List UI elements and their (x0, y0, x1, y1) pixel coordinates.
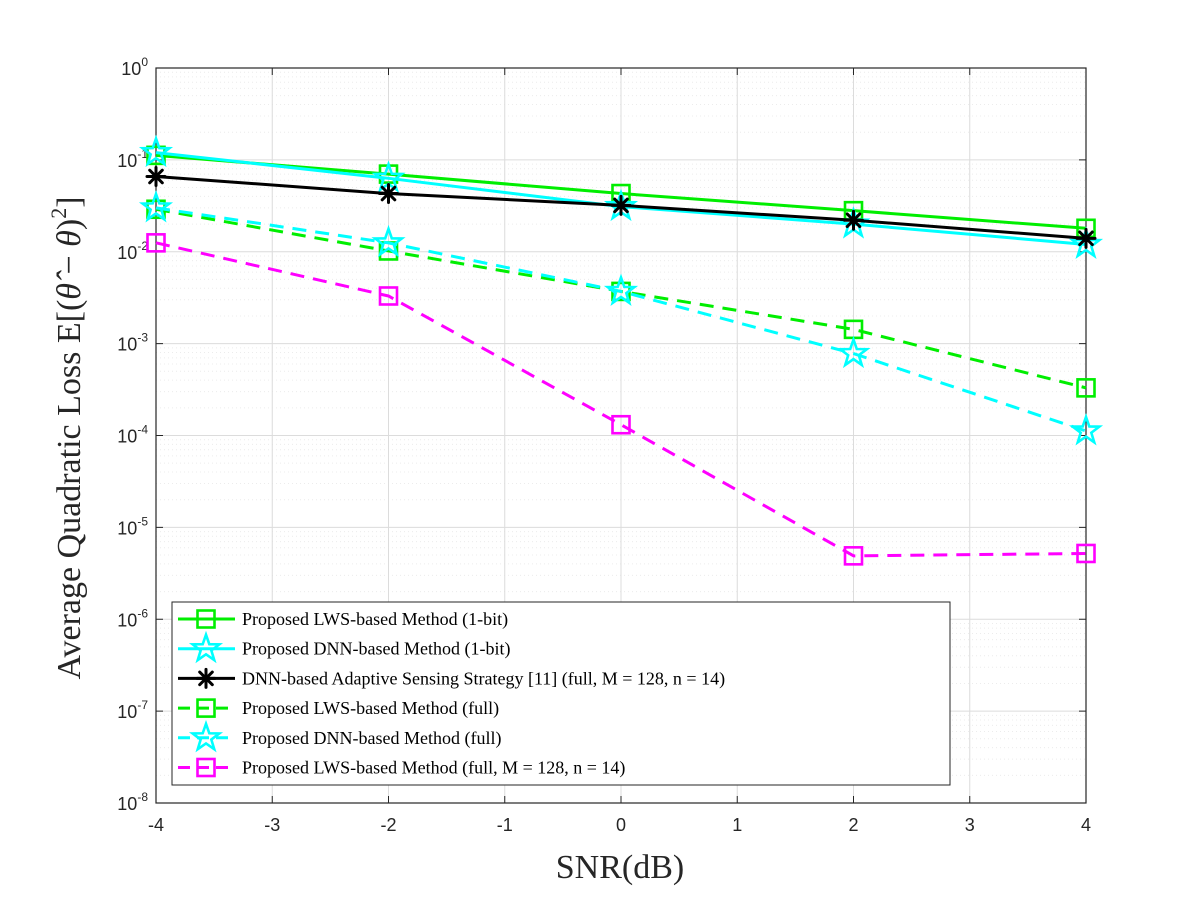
series-layer (138, 134, 1104, 566)
y-tick-label: 10-5 (117, 514, 148, 538)
legend-marker (188, 630, 224, 664)
x-tick-label: -4 (148, 815, 164, 835)
x-tick-label: 1 (732, 815, 742, 835)
series-5 (138, 189, 1104, 446)
legend-marker (196, 698, 216, 718)
legend-label: Proposed DNN-based Method (1-bit) (242, 639, 510, 660)
legend-item: DNN-based Adaptive Sensing Strategy [11]… (178, 667, 725, 689)
y-tick-label: 10-6 (117, 606, 148, 630)
data-point-marker (610, 194, 632, 216)
x-tick-label: 0 (616, 815, 626, 835)
y-tick-label: 10-4 (117, 423, 148, 447)
legend-item: Proposed LWS-based Method (full, M = 128… (178, 758, 625, 779)
legend-label: DNN-based Adaptive Sensing Strategy [11]… (242, 668, 725, 689)
legend-marker (196, 757, 216, 778)
x-tick-label: -1 (497, 815, 513, 835)
x-tick-label: -2 (380, 815, 396, 835)
x-tick-label: 3 (965, 815, 975, 835)
data-point-marker (371, 224, 406, 258)
data-point-marker (1076, 378, 1096, 398)
data-point-marker (611, 414, 631, 435)
legend-item: Proposed LWS-based Method (full) (178, 698, 499, 719)
legend-label: Proposed LWS-based Method (1-bit) (242, 609, 508, 630)
series-3 (145, 165, 1097, 249)
x-tick-label: 4 (1081, 815, 1091, 835)
legend-box (171, 601, 951, 786)
y-tick-label: 10-8 (117, 790, 148, 814)
data-point-marker (843, 546, 864, 566)
data-point-marker (1068, 413, 1104, 446)
data-point-marker (378, 183, 399, 205)
legend-label: Proposed DNN-based Method (full) (242, 728, 501, 749)
legend-item: Proposed DNN-based Method (full) (178, 719, 501, 753)
data-point-marker (146, 233, 166, 253)
legend-marker (188, 719, 224, 753)
data-point-marker (843, 209, 864, 231)
legend-item: Proposed DNN-based Method (1-bit) (178, 630, 510, 664)
data-point-marker (603, 273, 639, 306)
x-axis: -4 -3 -2 -1 0 1 2 3 4 (148, 68, 1091, 835)
x-tick-label: -3 (264, 815, 280, 835)
data-point-marker (1068, 226, 1104, 259)
data-point-marker (1076, 543, 1096, 564)
x-axis-title: SNR(dB) (556, 849, 684, 886)
svg-text:Average Quadratic Loss E[(θ̂ −: Average Quadratic Loss E[(θ̂ − θ)2] (46, 196, 88, 679)
legend-marker (196, 609, 216, 629)
data-point-marker (378, 286, 399, 306)
data-point-marker (146, 145, 166, 166)
y-tick-label: 10-3 (117, 331, 148, 355)
legend-marker (195, 667, 217, 689)
series-6 (146, 233, 1096, 566)
legend-label: Proposed LWS-based Method (full) (242, 698, 499, 719)
x-tick-label: 2 (848, 815, 858, 835)
data-point-marker (138, 134, 174, 168)
y-tick-label: 100 (121, 55, 148, 79)
y-tick-label: 10-1 (117, 147, 148, 171)
data-point-marker (836, 335, 871, 369)
series-line (155, 206, 1087, 433)
data-point-marker (1075, 227, 1097, 249)
data-point-marker (145, 165, 167, 187)
y-tick-label: 10-7 (117, 698, 148, 722)
data-point-marker (138, 189, 174, 223)
legend-item: Proposed LWS-based Method (1-bit) (178, 609, 508, 630)
legend: Proposed LWS-based Method (1-bit) Propose… (171, 601, 951, 786)
y-axis: 100 10-1 10-2 10-3 10-4 10-5 10-6 10-7 10-8 (117, 55, 1086, 814)
legend-label: Proposed LWS-based Method (full, M = 128… (242, 758, 625, 779)
y-tick-label: 10-2 (117, 239, 148, 263)
y-axis-title: Average Quadratic Loss E[(θ̂ − θ)2] (46, 196, 88, 679)
